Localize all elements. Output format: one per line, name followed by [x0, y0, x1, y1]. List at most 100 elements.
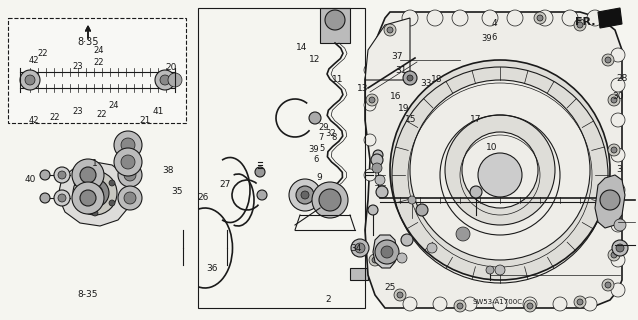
Polygon shape [598, 8, 622, 28]
Circle shape [495, 265, 505, 275]
Text: 41: 41 [152, 107, 164, 116]
Circle shape [507, 10, 523, 26]
Text: 22: 22 [50, 113, 60, 122]
Text: 8-35: 8-35 [78, 290, 98, 299]
Circle shape [121, 155, 135, 169]
Text: 8: 8 [331, 133, 336, 142]
Bar [8, 18, 186, 123]
Text: 39: 39 [309, 145, 319, 154]
Text: 16: 16 [390, 92, 401, 101]
Text: 22: 22 [97, 110, 107, 119]
Text: 40: 40 [25, 175, 36, 184]
Bar [320, 8, 350, 43]
Text: 3: 3 [616, 165, 622, 174]
Text: 8·35: 8·35 [77, 37, 99, 47]
Bar [350, 268, 368, 280]
Circle shape [534, 12, 546, 24]
Circle shape [373, 150, 383, 160]
Circle shape [366, 94, 378, 106]
Text: 22: 22 [94, 58, 104, 67]
Circle shape [384, 24, 396, 36]
Circle shape [351, 239, 369, 257]
Circle shape [611, 97, 617, 103]
Text: 22: 22 [38, 49, 48, 58]
Circle shape [375, 240, 399, 264]
Text: 24: 24 [108, 101, 119, 110]
Circle shape [611, 78, 625, 92]
Circle shape [375, 175, 385, 185]
Text: 30: 30 [612, 92, 623, 101]
Polygon shape [595, 175, 625, 228]
Circle shape [600, 190, 620, 210]
Circle shape [611, 253, 625, 267]
Text: 35: 35 [172, 187, 183, 196]
Text: 13: 13 [357, 84, 368, 93]
Circle shape [478, 153, 522, 197]
Circle shape [612, 240, 628, 256]
Circle shape [368, 205, 378, 215]
Circle shape [325, 10, 345, 30]
Text: 12: 12 [309, 55, 320, 64]
Text: 23: 23 [73, 62, 83, 71]
Circle shape [602, 54, 614, 66]
Circle shape [54, 167, 70, 183]
Circle shape [369, 254, 381, 266]
Text: 10: 10 [486, 143, 497, 152]
Circle shape [427, 243, 437, 253]
Circle shape [124, 169, 136, 181]
Text: 5: 5 [320, 144, 325, 153]
Circle shape [433, 297, 447, 311]
Circle shape [364, 169, 376, 181]
Circle shape [583, 297, 597, 311]
Circle shape [364, 64, 376, 76]
Circle shape [402, 10, 418, 26]
Circle shape [410, 80, 590, 260]
Circle shape [155, 70, 175, 90]
Circle shape [616, 244, 624, 252]
Circle shape [608, 94, 620, 106]
Text: 18: 18 [431, 75, 443, 84]
Text: FR.: FR. [575, 17, 595, 27]
Text: 14: 14 [296, 43, 308, 52]
Circle shape [160, 75, 170, 85]
Circle shape [168, 73, 182, 87]
Circle shape [109, 180, 115, 186]
Circle shape [40, 170, 50, 180]
Circle shape [397, 253, 407, 263]
Circle shape [611, 113, 625, 127]
Circle shape [452, 10, 468, 26]
Circle shape [257, 190, 267, 200]
Circle shape [574, 19, 586, 31]
Circle shape [457, 303, 463, 309]
Bar [452, 225, 474, 243]
Circle shape [296, 186, 314, 204]
Text: 27: 27 [219, 180, 230, 188]
Circle shape [416, 204, 428, 216]
Circle shape [537, 15, 543, 21]
Circle shape [574, 296, 586, 308]
Circle shape [124, 192, 136, 204]
Circle shape [403, 297, 417, 311]
Circle shape [401, 234, 413, 246]
Circle shape [394, 289, 406, 301]
Circle shape [72, 159, 104, 191]
Circle shape [118, 163, 142, 187]
Circle shape [121, 138, 135, 152]
Circle shape [372, 163, 382, 173]
Circle shape [109, 200, 115, 206]
Circle shape [577, 22, 583, 28]
Circle shape [611, 48, 625, 62]
Circle shape [611, 147, 617, 153]
Circle shape [289, 179, 321, 211]
Polygon shape [365, 12, 622, 308]
Circle shape [72, 182, 104, 214]
Circle shape [319, 189, 341, 211]
Circle shape [80, 190, 96, 206]
Text: 25: 25 [385, 283, 396, 292]
Text: 21: 21 [140, 116, 151, 125]
Text: 36: 36 [206, 264, 218, 273]
Circle shape [376, 186, 388, 198]
Circle shape [301, 191, 309, 199]
Circle shape [364, 99, 376, 111]
Text: 33: 33 [420, 79, 432, 88]
